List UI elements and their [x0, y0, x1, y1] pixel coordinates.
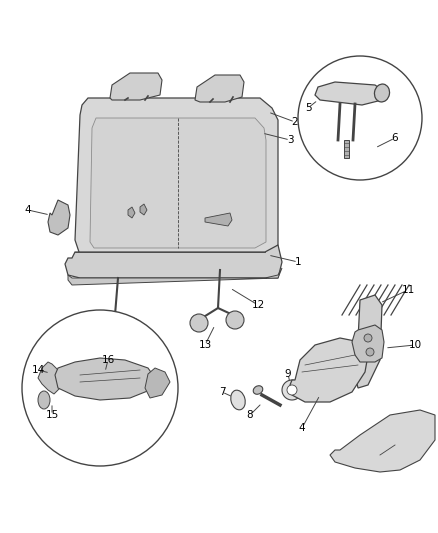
- Text: 2: 2: [292, 117, 298, 127]
- Circle shape: [190, 314, 208, 332]
- Ellipse shape: [374, 84, 389, 102]
- Circle shape: [22, 310, 178, 466]
- Text: 5: 5: [305, 103, 311, 113]
- Ellipse shape: [231, 390, 245, 410]
- Polygon shape: [110, 73, 162, 100]
- Text: 8: 8: [247, 410, 253, 420]
- Polygon shape: [65, 245, 282, 278]
- Polygon shape: [195, 75, 244, 102]
- Text: 11: 11: [401, 285, 415, 295]
- Polygon shape: [48, 200, 70, 235]
- Polygon shape: [145, 368, 170, 398]
- Text: 12: 12: [251, 300, 265, 310]
- Circle shape: [287, 385, 297, 395]
- Polygon shape: [344, 140, 349, 158]
- Polygon shape: [330, 410, 435, 472]
- Polygon shape: [68, 268, 282, 285]
- Polygon shape: [55, 358, 155, 400]
- Text: 3: 3: [287, 135, 293, 145]
- Polygon shape: [352, 325, 384, 362]
- Polygon shape: [128, 207, 135, 218]
- Polygon shape: [90, 118, 266, 248]
- Text: 4: 4: [25, 205, 31, 215]
- Text: 9: 9: [285, 369, 291, 379]
- Ellipse shape: [38, 391, 50, 409]
- Circle shape: [282, 380, 302, 400]
- Polygon shape: [290, 338, 368, 402]
- Polygon shape: [355, 295, 382, 388]
- Text: 10: 10: [409, 340, 421, 350]
- Circle shape: [123, 318, 141, 336]
- Circle shape: [364, 334, 372, 342]
- Text: 6: 6: [392, 133, 398, 143]
- Text: 16: 16: [101, 355, 115, 365]
- Circle shape: [366, 348, 374, 356]
- Polygon shape: [75, 98, 278, 255]
- Circle shape: [298, 56, 422, 180]
- Text: 1: 1: [295, 257, 301, 267]
- Text: 4: 4: [299, 423, 305, 433]
- Circle shape: [226, 311, 244, 329]
- Polygon shape: [140, 204, 147, 215]
- Polygon shape: [315, 82, 385, 105]
- Ellipse shape: [253, 386, 263, 394]
- Text: 7: 7: [219, 387, 225, 397]
- Polygon shape: [205, 213, 232, 226]
- Text: 13: 13: [198, 340, 212, 350]
- Text: 14: 14: [32, 365, 45, 375]
- Text: 15: 15: [46, 410, 59, 420]
- Circle shape: [86, 321, 104, 339]
- Polygon shape: [38, 362, 62, 394]
